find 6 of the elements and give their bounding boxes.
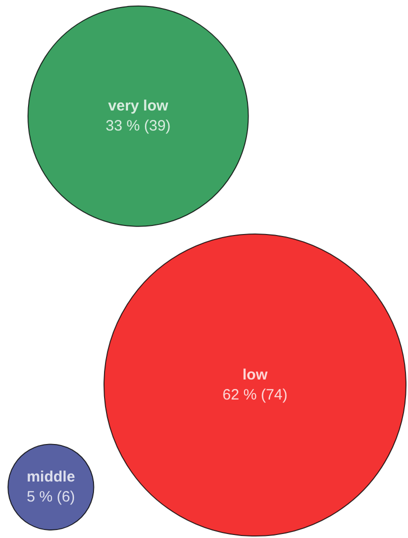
category-label: middle <box>26 468 76 486</box>
data-label: 5 % (6) <box>26 488 76 506</box>
category-label: very low <box>108 98 169 115</box>
data-label: 62 % (74) <box>222 386 288 404</box>
category-label: low <box>242 366 268 384</box>
data-label: 33 % (39) <box>106 118 171 135</box>
